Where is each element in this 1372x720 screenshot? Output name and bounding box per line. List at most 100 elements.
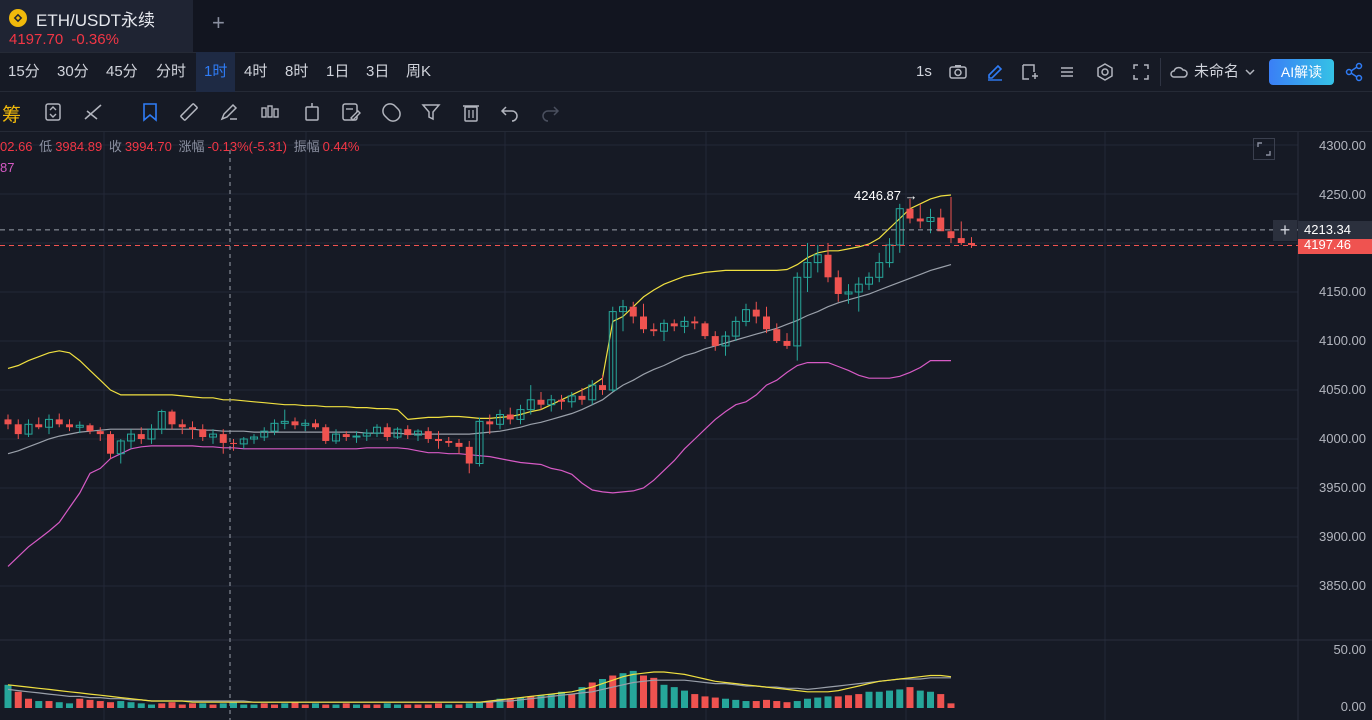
add-alert-plus-icon[interactable]: +	[1273, 220, 1297, 241]
candle-body	[312, 423, 319, 428]
candle-body	[906, 208, 914, 219]
camera-icon[interactable]	[948, 62, 968, 82]
tf-8h[interactable]: 8时	[285, 63, 309, 80]
ruler-icon[interactable]	[178, 101, 200, 123]
binance-logo-icon	[9, 9, 27, 27]
candle-body	[558, 399, 565, 402]
ohlc-readout: 02.66 低 3984.89 收 3994.70 涨幅 -0.13%(-5.31) …	[0, 136, 359, 155]
last-price-tag: 4197.46	[1298, 236, 1372, 254]
chevron-down-icon[interactable]	[1244, 66, 1256, 78]
candle-body	[137, 434, 145, 439]
tf-timeline[interactable]: 分时	[156, 63, 187, 80]
volume-bar	[732, 699, 740, 708]
list-icon[interactable]	[1057, 62, 1077, 82]
volume-bar	[681, 690, 688, 708]
volume-bar	[814, 697, 822, 708]
high-marker-value: 4246.87	[854, 188, 901, 203]
replace-icon[interactable]	[42, 101, 64, 123]
volume-bar	[855, 694, 863, 708]
candle-body	[680, 320, 689, 327]
candle-body	[75, 424, 84, 428]
chip-distribution-button[interactable]: 筹	[2, 105, 22, 126]
price-value: 4197.70	[9, 31, 64, 48]
candle-body	[189, 427, 196, 430]
position-tool-icon[interactable]	[301, 101, 323, 123]
candle-body	[4, 419, 12, 425]
y-axis-label: 4300.00	[1319, 138, 1366, 153]
volume-bar	[486, 701, 494, 708]
tf-45m[interactable]: 45分	[106, 63, 138, 80]
tf-15m[interactable]: 15分	[8, 63, 40, 80]
candle-body	[516, 409, 525, 420]
expand-icon[interactable]	[1131, 62, 1151, 82]
tf-1h[interactable]: 1时	[196, 52, 236, 92]
settings-icon[interactable]	[1095, 62, 1115, 82]
add-tab-plus-icon[interactable]: +	[212, 10, 225, 35]
interval-1s[interactable]: 1s	[916, 63, 932, 80]
maximize-chart-icon[interactable]	[1253, 138, 1275, 160]
volume-bar	[804, 698, 811, 708]
tf-3d[interactable]: 3日	[366, 63, 390, 80]
candle-body	[86, 425, 94, 432]
tf-4h[interactable]: 4时	[244, 63, 268, 80]
volume-bar	[537, 695, 545, 708]
candle-body	[107, 434, 114, 454]
candle-body	[209, 433, 217, 438]
brush-icon[interactable]	[218, 101, 240, 123]
candle-body	[116, 440, 125, 455]
volume-bar	[711, 697, 719, 708]
candle-body	[824, 254, 832, 278]
volume-bar	[250, 704, 258, 708]
layout-name[interactable]: 未命名	[1194, 63, 1240, 80]
candle-body	[660, 322, 668, 332]
volume-bar	[148, 704, 155, 708]
candle-body	[926, 217, 935, 222]
undo-icon[interactable]	[499, 101, 521, 123]
share-icon[interactable]	[1344, 62, 1364, 82]
volume-bar	[722, 698, 729, 708]
volume-bar	[875, 691, 883, 708]
volume-bar	[322, 704, 330, 708]
tf-1d[interactable]: 1日	[326, 63, 350, 80]
volume-axis-label: 0.00	[1340, 699, 1366, 714]
candle-body	[793, 276, 802, 347]
volume-bar	[763, 699, 770, 708]
symbol-tab[interactable]: ETH/USDT永续 4197.70 -0.36%	[0, 0, 193, 52]
y-axis-label: 3850.00	[1319, 578, 1366, 593]
ohlc-low-label: 低	[39, 139, 53, 154]
draw-pen-icon[interactable]	[985, 62, 1005, 82]
tf-weekly[interactable]: 周K	[406, 63, 432, 80]
candle-body	[66, 424, 73, 428]
volume-bar	[353, 704, 360, 708]
volume-bar	[137, 703, 145, 708]
fullscreen-box-icon[interactable]	[1020, 62, 1040, 82]
candle-body	[895, 208, 904, 246]
redo-icon[interactable]	[539, 101, 561, 123]
trend-tools-icon[interactable]	[82, 101, 104, 123]
volume-bar	[619, 673, 627, 708]
ohlc-change: -0.13%(-5.31)	[207, 139, 287, 154]
candle-body	[783, 341, 791, 346]
candle-body	[803, 262, 812, 278]
candles-tool-icon[interactable]	[259, 101, 281, 123]
trash-icon[interactable]	[460, 101, 482, 123]
drawing-toolbar	[0, 92, 1372, 132]
note-edit-icon[interactable]	[340, 101, 362, 123]
ohlc-change-label: 涨幅	[178, 139, 205, 154]
candle-body	[435, 439, 442, 441]
candle-body	[424, 431, 432, 439]
volume-bar	[445, 704, 453, 708]
volume-bar	[629, 670, 637, 708]
candle-body	[629, 306, 637, 317]
bookmark-icon[interactable]	[139, 101, 161, 123]
toolbar-divider	[1160, 58, 1161, 86]
high-marker: 4246.87 →	[854, 188, 918, 203]
tf-30m[interactable]: 30分	[57, 63, 89, 80]
filter-icon[interactable]	[420, 101, 442, 123]
y-axis-label: 3900.00	[1319, 529, 1366, 544]
candle-body	[588, 384, 597, 401]
volume-bar	[312, 703, 319, 708]
magnet-icon[interactable]	[380, 101, 402, 123]
candle-body	[752, 309, 760, 317]
ai-analysis-button[interactable]: AI解读	[1269, 59, 1334, 85]
